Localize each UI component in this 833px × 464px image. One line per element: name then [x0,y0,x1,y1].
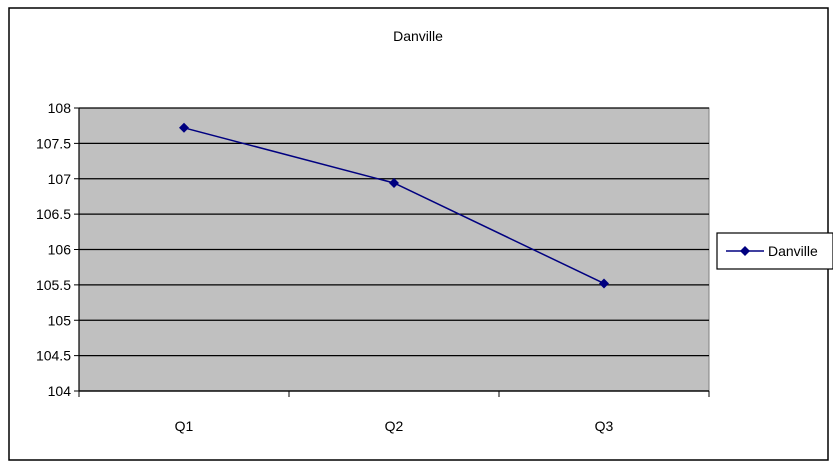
x-tick-label: Q1 [175,418,194,434]
y-tick-label: 107.5 [36,135,71,151]
y-tick-label: 107 [48,171,72,187]
y-tick-label: 105 [48,312,72,328]
legend: Danville [716,232,833,270]
series-layer [179,122,609,289]
y-axis: 104 104.5 105 105.5 106 106.5 107 107.5 108 [36,100,80,399]
x-tick-label: Q2 [385,418,404,434]
x-axis: Q1 Q2 Q3 [78,390,710,434]
x-tick-label: Q3 [595,418,614,434]
data-point-marker [179,122,189,133]
legend-diamond-marker [740,246,750,256]
data-point-marker [389,177,399,188]
data-point-marker [599,278,609,289]
y-tick-label: 104.5 [36,348,71,364]
y-tick-label: 104 [48,383,72,399]
legend-label-danville: Danville [768,243,818,259]
y-tick-label: 108 [48,100,72,116]
y-tick-label: 106 [48,242,72,258]
y-tick-label: 105.5 [36,277,71,293]
chart-title: Danville [393,28,443,44]
y-tick-label: 106.5 [36,206,71,222]
